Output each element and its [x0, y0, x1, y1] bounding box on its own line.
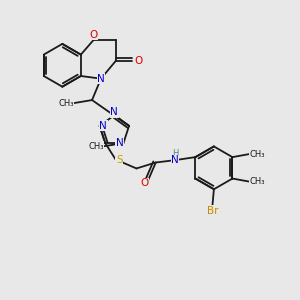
Text: CH₃: CH₃ — [249, 177, 265, 186]
Text: N: N — [110, 107, 118, 117]
Text: O: O — [141, 178, 149, 188]
Text: S: S — [116, 154, 122, 164]
Text: N: N — [116, 138, 124, 148]
Text: O: O — [135, 56, 143, 66]
Text: O: O — [89, 30, 98, 40]
Text: N: N — [99, 121, 107, 131]
Text: N: N — [97, 74, 105, 84]
Text: Br: Br — [207, 206, 218, 216]
Text: CH₃: CH₃ — [88, 142, 103, 151]
Text: CH₃: CH₃ — [249, 150, 265, 159]
Text: H: H — [172, 149, 178, 158]
Text: CH₃: CH₃ — [58, 98, 74, 107]
Text: N: N — [171, 155, 179, 165]
